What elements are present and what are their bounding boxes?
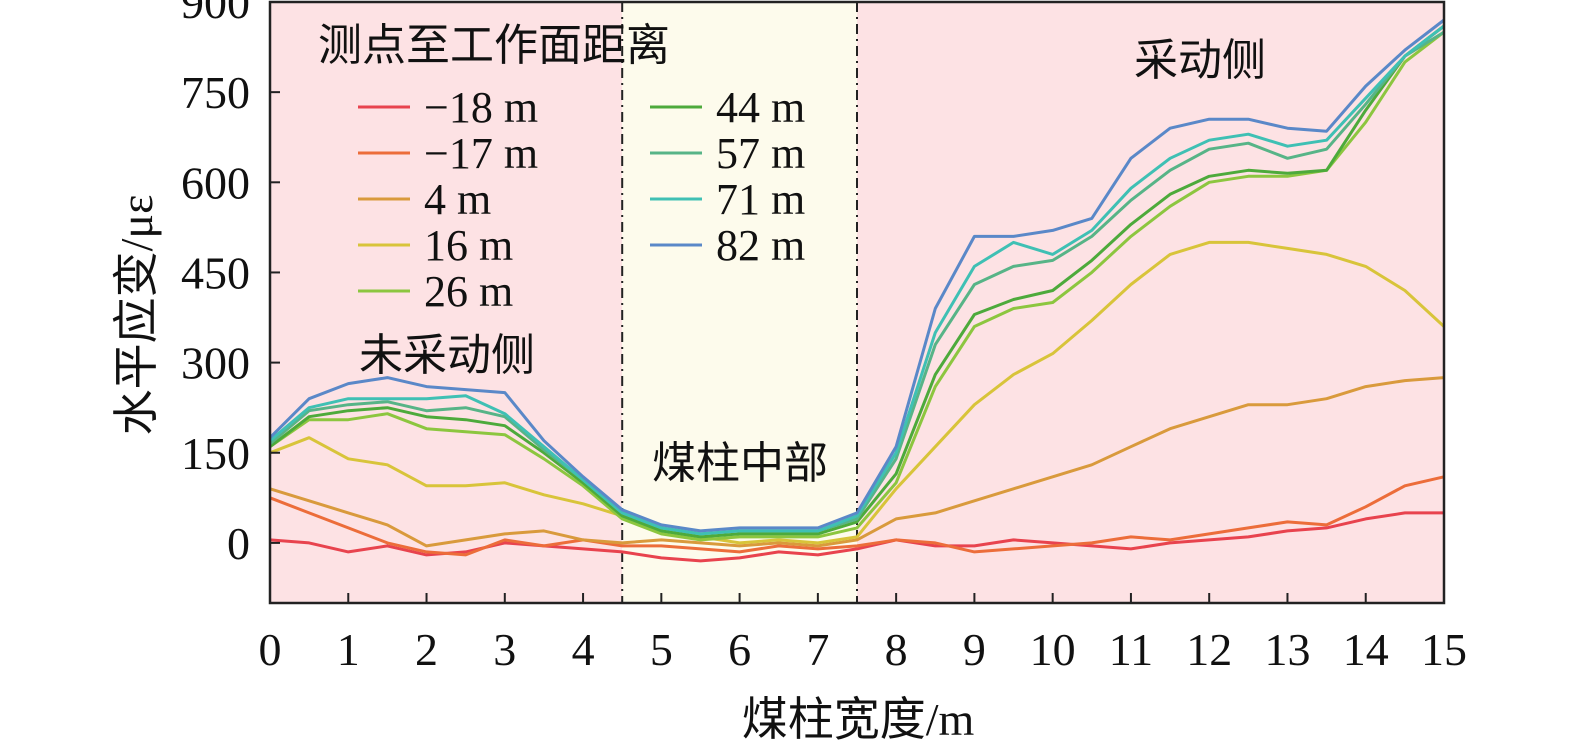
- x-tick-label-10: 10: [1030, 624, 1076, 675]
- region-bg-0: [270, 2, 623, 603]
- y-tick-label-6: 900: [181, 0, 250, 28]
- tick-labels: 0 1 2 3 4 5 6 7 8 9 10 11 12 13 14 15015030045060075090…: [181, 0, 1467, 675]
- x-tick-label-11: 11: [1109, 624, 1153, 675]
- series-line-8: [268, 18, 1445, 533]
- x-tick-label-4: 4: [572, 624, 595, 675]
- legend-title: 测点至工作面距离: [318, 21, 670, 70]
- boundary-lines: [621, 2, 858, 603]
- axes: [268, 0, 1446, 605]
- series-line-7: [269, 24, 1445, 536]
- legend-label-1: −17 m: [424, 129, 538, 178]
- annotation-pillar-middle: 煤柱中部: [652, 439, 828, 488]
- legend-label-0: −18 m: [424, 83, 538, 132]
- annotation-mined-side: 采动侧: [1134, 36, 1266, 85]
- y-tick-label-3: 450: [181, 247, 250, 298]
- x-tick-label-15: 15: [1421, 624, 1467, 675]
- x-axis-title: 煤柱宽度/m: [742, 694, 975, 745]
- x-tick-label-12: 12: [1186, 624, 1232, 675]
- region-backgrounds: [270, 2, 1444, 603]
- series-line-3: [269, 240, 1446, 545]
- y-tick-label-0: 0: [227, 518, 250, 569]
- x-tick-label-5: 5: [650, 624, 673, 675]
- series-line-0: [269, 511, 1444, 563]
- legend-label-3: 16 m: [424, 221, 513, 270]
- x-tick-label-7: 7: [806, 624, 829, 675]
- series-line-4: [269, 30, 1445, 542]
- series-line-6: [269, 30, 1445, 536]
- series-lines: [268, 18, 1446, 563]
- x-tick-label-8: 8: [885, 624, 908, 675]
- x-tick-label-9: 9: [963, 624, 986, 675]
- legend-label-8: 82 m: [716, 221, 805, 270]
- y-tick-label-2: 300: [181, 338, 250, 389]
- legend-label-4: 26 m: [424, 267, 513, 316]
- y-tick-label-4: 600: [181, 157, 250, 208]
- x-tick-label-6: 6: [728, 624, 751, 675]
- series-line-1: [269, 475, 1445, 557]
- y-tick-label-5: 750: [181, 67, 250, 118]
- region-bg-2: [857, 2, 1444, 603]
- annotation-unmined-side: 未采动侧: [359, 331, 535, 380]
- legend-label-7: 71 m: [716, 175, 805, 224]
- x-tick-label-13: 13: [1264, 624, 1310, 675]
- plot-frame: [268, 0, 1446, 605]
- legend-label-5: 44 m: [716, 83, 805, 132]
- region-bg-1: [622, 2, 857, 603]
- legend: −18 m−17 m4 m16 m26 m 44 m57 m71 m82 m: [358, 83, 805, 316]
- legend-label-2: 4 m: [424, 175, 491, 224]
- x-tick-label-1: 1: [337, 624, 360, 675]
- series-line-2: [269, 376, 1445, 548]
- y-tick-label-1: 150: [181, 428, 250, 479]
- x-tick-label-14: 14: [1343, 624, 1389, 675]
- x-tick-label-0: 0: [259, 624, 282, 675]
- legend-label-6: 57 m: [716, 129, 805, 178]
- x-tick-label-2: 2: [415, 624, 438, 675]
- x-tick-label-3: 3: [493, 624, 516, 675]
- series-line-5: [269, 24, 1445, 539]
- y-axis-title: 水平应变/με: [111, 195, 162, 436]
